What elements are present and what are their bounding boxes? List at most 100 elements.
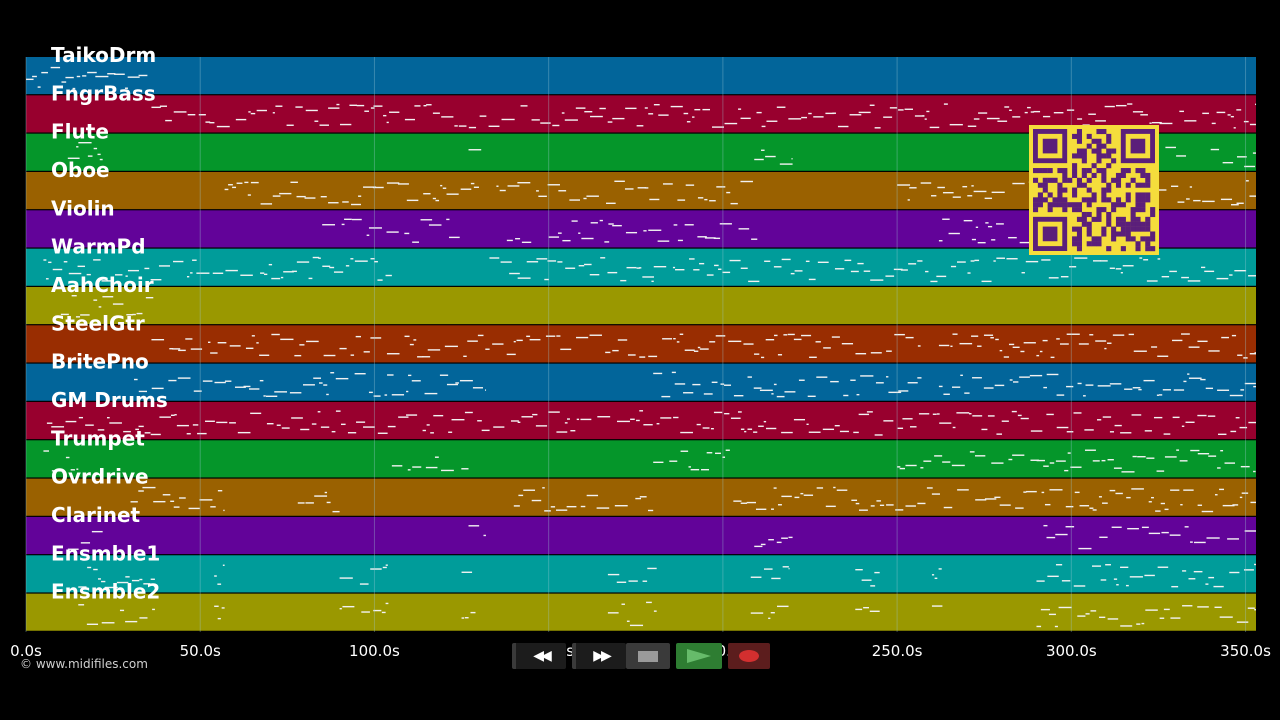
note	[1218, 433, 1227, 436]
note	[1036, 625, 1042, 628]
note	[1017, 414, 1022, 417]
note	[558, 190, 567, 192]
note	[311, 423, 317, 425]
note	[250, 412, 262, 415]
note	[397, 183, 409, 185]
note	[1220, 198, 1233, 201]
note	[93, 568, 98, 571]
note	[302, 384, 315, 386]
note	[1181, 425, 1185, 427]
rewind-button[interactable]: ◀◀	[512, 643, 566, 669]
stop-button[interactable]	[626, 643, 670, 669]
note	[107, 73, 116, 75]
note	[709, 200, 716, 202]
note	[781, 431, 793, 434]
note	[557, 232, 562, 234]
note	[625, 231, 638, 234]
note	[1023, 491, 1027, 493]
note	[1244, 165, 1256, 168]
note	[1065, 526, 1075, 528]
note	[943, 103, 948, 105]
note	[937, 186, 945, 189]
note	[359, 583, 369, 585]
note	[440, 184, 443, 187]
note	[179, 497, 186, 499]
note	[272, 195, 281, 197]
track-label: GM Drums	[51, 388, 168, 412]
note	[1120, 566, 1129, 569]
note	[1205, 583, 1209, 585]
note	[513, 505, 520, 507]
track-lane	[26, 57, 1256, 95]
note	[373, 105, 383, 107]
note	[685, 184, 695, 186]
note	[596, 507, 610, 509]
note	[931, 574, 935, 576]
note	[417, 356, 424, 358]
note	[870, 279, 884, 281]
note	[1112, 334, 1125, 336]
note	[737, 411, 742, 413]
note	[468, 525, 480, 527]
note	[934, 455, 943, 457]
note	[951, 464, 965, 467]
note	[809, 356, 817, 358]
note	[196, 272, 210, 274]
note	[744, 430, 747, 433]
note	[1138, 388, 1142, 391]
track-label: Ensmble2	[51, 580, 160, 604]
note	[150, 433, 161, 436]
note	[176, 424, 189, 427]
note	[483, 534, 486, 537]
note	[485, 348, 490, 350]
note	[1090, 610, 1097, 612]
note	[831, 336, 840, 338]
note	[464, 411, 473, 414]
note	[788, 536, 793, 539]
note	[1149, 122, 1152, 124]
note	[730, 202, 738, 205]
note	[886, 350, 892, 352]
note	[506, 353, 516, 356]
note	[540, 122, 551, 124]
note	[342, 201, 349, 203]
note	[675, 269, 685, 271]
note	[26, 78, 34, 81]
note	[385, 564, 388, 566]
note	[874, 571, 880, 574]
note	[411, 380, 421, 382]
note	[689, 258, 695, 260]
note	[1073, 585, 1086, 587]
note	[123, 430, 131, 433]
note	[174, 414, 177, 416]
note	[43, 450, 50, 452]
fast-forward-button[interactable]: ▶▶	[572, 643, 626, 669]
note	[256, 342, 259, 344]
note	[1128, 333, 1134, 336]
note	[481, 429, 490, 432]
note	[975, 455, 986, 457]
note	[562, 239, 571, 242]
note	[1211, 122, 1216, 125]
note	[1156, 470, 1165, 472]
note	[385, 602, 389, 605]
note	[1127, 103, 1133, 105]
note	[1077, 118, 1083, 120]
note	[1248, 421, 1256, 424]
note	[423, 193, 431, 195]
note	[259, 354, 270, 356]
note	[404, 335, 410, 338]
note	[922, 115, 925, 117]
note	[162, 494, 171, 496]
note	[1151, 121, 1162, 124]
note	[858, 413, 870, 416]
note	[1026, 490, 1037, 493]
note	[45, 278, 49, 280]
note	[905, 464, 917, 467]
record-button[interactable]	[728, 643, 770, 669]
note	[843, 394, 849, 397]
play-button[interactable]	[676, 643, 722, 669]
note	[517, 421, 521, 423]
note	[60, 313, 69, 316]
note	[1097, 385, 1111, 387]
